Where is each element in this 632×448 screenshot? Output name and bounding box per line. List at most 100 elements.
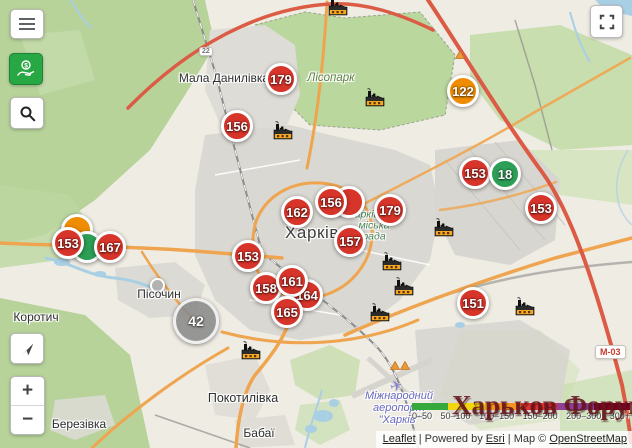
aqi-marker[interactable]: 179 — [265, 63, 297, 95]
aqi-marker[interactable]: 179 — [374, 194, 406, 226]
legend-range: 300+ — [609, 411, 630, 421]
aqi-value: 156 — [320, 194, 342, 210]
station-marker-small[interactable] — [150, 278, 165, 293]
menu-button[interactable] — [10, 9, 44, 39]
factory-icon[interactable] — [433, 218, 455, 238]
aqi-value: 179 — [270, 71, 292, 87]
aqi-marker[interactable]: 122 — [447, 75, 479, 107]
aqi-marker[interactable]: 161 — [276, 265, 308, 297]
watermark: Харьков Форум — [452, 390, 632, 420]
svg-text:$: $ — [24, 62, 28, 69]
legend-range: 100–150 — [479, 411, 515, 421]
aqi-value: 153 — [530, 200, 552, 216]
factory-icon[interactable] — [240, 341, 262, 361]
aqi-marker[interactable]: 157 — [334, 225, 366, 257]
place-label-mala-danylivka: Мала Данилівка — [178, 71, 270, 85]
aqi-marker[interactable]: 165 — [271, 296, 303, 328]
locate-arrow-icon — [21, 343, 34, 355]
place-label-korotych: Коротич — [13, 310, 59, 324]
zoom-out-button[interactable]: − — [21, 409, 34, 430]
zoom-in-button[interactable]: + — [11, 377, 44, 406]
donate-button[interactable]: $ — [9, 53, 43, 85]
esri-link[interactable]: Esri — [485, 433, 505, 445]
factory-icon[interactable] — [369, 303, 391, 323]
legend-seg-hazardous — [593, 403, 630, 410]
aqi-value: 157 — [339, 233, 361, 249]
place-label-pisochyn: Пісочин — [137, 287, 181, 301]
aqi-marker[interactable]: 167 — [94, 231, 126, 263]
airport-line3: "Харків" — [378, 414, 420, 426]
factory-icon[interactable] — [381, 252, 403, 272]
aqi-marker[interactable]: 18 — [489, 158, 521, 190]
legend-seg-moderate — [448, 403, 485, 410]
aqi-value: 153 — [237, 248, 259, 264]
attribution-separator: | — [507, 433, 511, 445]
airport-line1: Міжнародний — [365, 390, 433, 402]
aqi-marker[interactable]: 151 — [457, 287, 489, 319]
aqi-value: 153 — [464, 165, 486, 181]
legend-range: 150–200 — [522, 411, 558, 421]
legend-seg-unhealthy — [520, 403, 558, 410]
attribution-separator: | — [418, 433, 422, 445]
aqi-legend-gradient — [412, 403, 630, 410]
aqi-marker[interactable]: 153 — [232, 240, 264, 272]
aqi-value: 42 — [188, 313, 204, 329]
search-button[interactable] — [10, 97, 44, 129]
aqi-marker[interactable]: 153 — [459, 157, 491, 189]
factory-icon[interactable] — [393, 277, 415, 297]
legend-range: 50–100 — [440, 411, 471, 421]
road-shield-m03: М-03 — [595, 345, 626, 359]
legend-range: 0–50 — [412, 411, 433, 421]
aqi-value: 18 — [497, 166, 513, 182]
aqi-value: 167 — [99, 239, 121, 255]
factory-icon[interactable] — [327, 0, 349, 17]
aqi-marker[interactable]: 153 — [525, 192, 557, 224]
donate-hand-dollar-icon: $ — [17, 60, 35, 76]
aqi-value: 158 — [255, 280, 277, 296]
aqi-marker[interactable]: 153 — [52, 227, 84, 259]
legend-seg-good — [412, 403, 449, 410]
openstreetmap-link[interactable]: OpenStreetMap — [549, 433, 627, 445]
place-label-lisopark: Лісопарк — [307, 72, 355, 84]
place-label-berezivka: Березівка — [51, 417, 107, 431]
legend-range: 200–300 — [566, 411, 602, 421]
factory-icon[interactable] — [364, 88, 386, 108]
poi-triangle-icon — [389, 357, 401, 370]
aqi-value: 162 — [286, 204, 308, 220]
fullscreen-button[interactable] — [590, 5, 623, 38]
aqi-value: 165 — [276, 304, 298, 320]
hamburger-icon — [19, 18, 35, 30]
powered-by-text: Powered by — [424, 433, 483, 445]
zoom-control: + − — [10, 376, 45, 435]
road-shield-22: 22 — [199, 47, 213, 56]
factory-icon[interactable] — [272, 121, 294, 141]
aqi-value: 151 — [462, 295, 484, 311]
aqi-marker[interactable]: 42 — [173, 298, 219, 344]
aqi-value: 122 — [452, 83, 474, 99]
place-label-babai: Бабаї — [243, 426, 275, 440]
fullscreen-icon — [599, 14, 614, 29]
aqi-marker[interactable]: 156 — [315, 186, 347, 218]
aqi-value: 179 — [379, 202, 401, 218]
legend-seg-very-unhealthy — [557, 403, 594, 410]
search-icon — [20, 106, 35, 121]
place-label-pokotylivka: Покотилівка — [207, 391, 279, 405]
aqi-marker[interactable]: 162 — [281, 196, 313, 228]
map-copyright-text: Map © — [513, 433, 547, 445]
aqi-value: 161 — [281, 273, 303, 289]
aqi-value: 156 — [226, 118, 248, 134]
attribution-bar: Leaflet | Powered by Esri | Map © OpenSt… — [375, 431, 632, 448]
aqi-legend-labels: 0–50 50–100 100–150 150–200 200–300 300+ — [412, 411, 630, 421]
locate-button[interactable] — [10, 333, 44, 364]
airport-line2: аеропорт — [373, 402, 425, 414]
poi-triangle-icon — [454, 46, 466, 59]
factory-icon[interactable] — [514, 297, 536, 317]
aqi-value: 153 — [57, 235, 79, 251]
poi-triangle-icon — [399, 357, 411, 370]
place-label-airport: Міжнародний аеропорт "Харків" — [365, 390, 433, 426]
legend-seg-unhealthy-sg — [484, 403, 521, 410]
aqi-marker[interactable]: 156 — [221, 110, 253, 142]
aqi-legend: 0–50 50–100 100–150 150–200 200–300 300+ — [412, 403, 630, 421]
leaflet-link[interactable]: Leaflet — [382, 433, 416, 445]
